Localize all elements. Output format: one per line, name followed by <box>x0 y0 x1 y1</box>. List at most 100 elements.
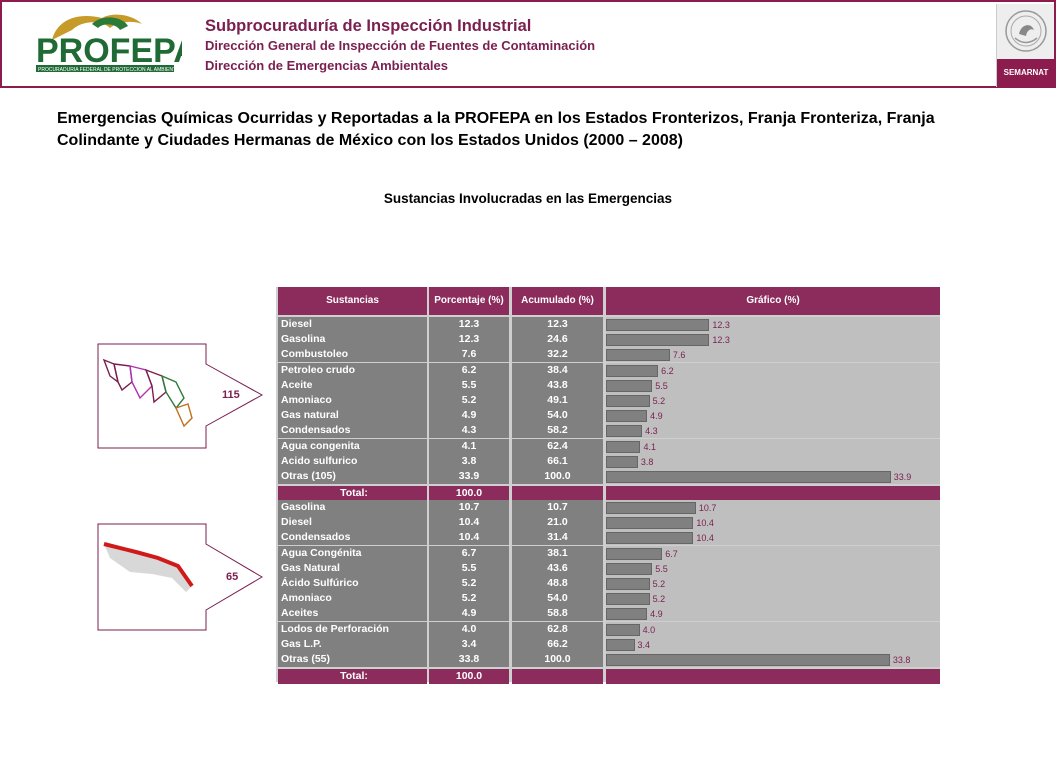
callout-arrow-2 <box>97 523 263 631</box>
percent-bar <box>606 410 648 423</box>
percent-value: 33.9 <box>429 469 509 484</box>
table-row: Gas Natural 5.5 43.6 5.5 <box>276 560 940 576</box>
total-graph <box>606 669 940 685</box>
graph-cell: 12.3 <box>606 332 940 348</box>
table-row: Gas natural 4.9 54.0 4.9 <box>276 408 940 424</box>
percent-value: 4.3 <box>429 423 509 439</box>
substance-name: Gas L.P. <box>278 636 427 652</box>
percent-value: 10.4 <box>429 515 509 531</box>
bar-value-label: 6.7 <box>665 548 678 559</box>
bar-value-label: 5.2 <box>652 579 666 589</box>
table-row: Agua congenita 4.1 62.4 4.1 <box>276 438 940 454</box>
graph-cell: 5.5 <box>606 560 940 576</box>
header-text: Subprocuraduría de Inspección Industrial… <box>205 16 595 76</box>
percent-value: 5.2 <box>429 576 509 591</box>
percent-value: 10.7 <box>429 500 509 515</box>
percent-value: 5.2 <box>429 393 509 408</box>
cumulative-value: 66.1 <box>512 453 603 469</box>
bar-value-label: 4.0 <box>642 624 656 635</box>
percent-bar <box>606 608 648 621</box>
graph-cell: 33.9 <box>606 469 940 484</box>
percent-value: 4.9 <box>429 408 509 424</box>
graph-cell: 4.9 <box>606 606 940 622</box>
bar-value-label: 6.2 <box>661 365 674 376</box>
cumulative-value: 10.7 <box>512 500 603 515</box>
table-row: Gasolina 10.7 10.7 10.7 <box>276 500 940 515</box>
semarnat-label: SEMARNAT <box>997 59 1055 87</box>
total-label: Total: <box>278 669 427 685</box>
percent-value: 5.5 <box>429 377 509 393</box>
bar-value-label: 3.8 <box>640 456 654 467</box>
logo-wordmark: PROFEPA <box>36 32 182 70</box>
graph-cell: 10.7 <box>606 500 940 515</box>
graph-cell: 10.4 <box>606 530 940 546</box>
table-row: Amoniaco 5.2 49.1 5.2 <box>276 393 940 408</box>
bar-value-label: 12.3 <box>712 335 730 346</box>
semarnat-seal: SEMARNAT <box>996 4 1055 87</box>
table-row: Aceites 4.9 58.8 4.9 <box>276 606 940 622</box>
table-row: Gas L.P. 3.4 66.2 3.4 <box>276 636 940 652</box>
table-row: Combustoleo 7.6 32.2 7.6 <box>276 347 940 363</box>
cumulative-value: 43.6 <box>512 560 603 576</box>
table-row: Diesel 10.4 21.0 10.4 <box>276 515 940 531</box>
substance-name: Aceites <box>278 606 427 622</box>
percent-bar <box>606 364 659 377</box>
total-row: Total: 100.0 <box>276 669 940 685</box>
graph-cell: 3.8 <box>606 453 940 469</box>
percent-value: 3.4 <box>429 636 509 652</box>
emergency-count-2: 65 <box>226 571 239 583</box>
bar-value-label: 12.3 <box>712 320 730 330</box>
cumulative-value: 38.4 <box>512 362 603 378</box>
percent-value: 6.7 <box>429 545 509 561</box>
percent-bar <box>606 654 890 666</box>
table-row: Amoniaco 5.2 54.0 5.2 <box>276 591 940 607</box>
substance-name: Otras (105) <box>278 469 427 484</box>
substance-name: Combustoleo <box>278 347 427 363</box>
table-row: Diesel 12.3 12.3 12.3 <box>276 317 940 332</box>
table-row: Agua Congénita 6.7 38.1 6.7 <box>276 545 940 561</box>
col-header-sustancias: Sustancias <box>278 287 427 315</box>
graph-cell: 5.5 <box>606 377 940 393</box>
cumulative-value: 31.4 <box>512 530 603 546</box>
bar-value-label: 4.9 <box>650 609 663 620</box>
total-percent: 100.0 <box>429 486 509 502</box>
percent-bar <box>606 349 670 362</box>
substance-name: Otras (55) <box>278 652 427 667</box>
percent-bar <box>606 562 653 575</box>
cumulative-value: 38.1 <box>512 545 603 561</box>
percent-bar <box>606 517 694 530</box>
header-line-2: Dirección General de Inspección de Fuent… <box>205 38 596 53</box>
graph-cell: 4.3 <box>606 423 940 439</box>
percent-value: 12.3 <box>429 332 509 348</box>
table-row: Acido sulfurico 3.8 66.1 3.8 <box>276 453 940 469</box>
percent-value: 4.1 <box>429 438 509 454</box>
total-graph <box>606 486 940 502</box>
percent-value: 6.2 <box>429 362 509 378</box>
graph-cell: 33.8 <box>606 652 940 667</box>
page-subtitle: Sustancias Involucradas en las Emergenci… <box>383 191 673 206</box>
cumulative-value: 100.0 <box>512 469 603 484</box>
col-header-grafico: Gráfico (%) <box>606 287 940 315</box>
substance-name: Diesel <box>278 317 427 332</box>
substance-name: Ácido Sulfúrico <box>278 576 427 591</box>
substance-name: Aceite <box>278 377 427 393</box>
cumulative-value: 21.0 <box>512 515 603 531</box>
bar-value-label: 5.5 <box>655 563 668 574</box>
substance-name: Gas Natural <box>278 560 427 576</box>
percent-value: 7.6 <box>429 347 509 363</box>
substances-table: Sustancias Porcentaje (%) Acumulado (%) … <box>276 287 940 685</box>
total-percent: 100.0 <box>429 669 509 685</box>
cumulative-value: 48.8 <box>512 576 603 591</box>
total-label: Total: <box>278 486 427 502</box>
percent-bar <box>606 440 641 453</box>
cumulative-value: 62.8 <box>512 621 603 637</box>
cumulative-value: 58.2 <box>512 423 603 439</box>
profepa-logo: PROFEPA PROCURADURIA FEDERAL DE PROTECCI… <box>36 14 182 73</box>
table-row: Condensados 10.4 31.4 10.4 <box>276 530 940 546</box>
bar-value-label: 4.1 <box>643 441 656 452</box>
cumulative-value: 24.6 <box>512 332 603 348</box>
table-row: Otras (105) 33.9 100.0 33.9 <box>276 469 940 484</box>
percent-bar <box>606 593 650 606</box>
percent-bar <box>606 623 640 636</box>
substance-name: Amoniaco <box>278 393 427 408</box>
